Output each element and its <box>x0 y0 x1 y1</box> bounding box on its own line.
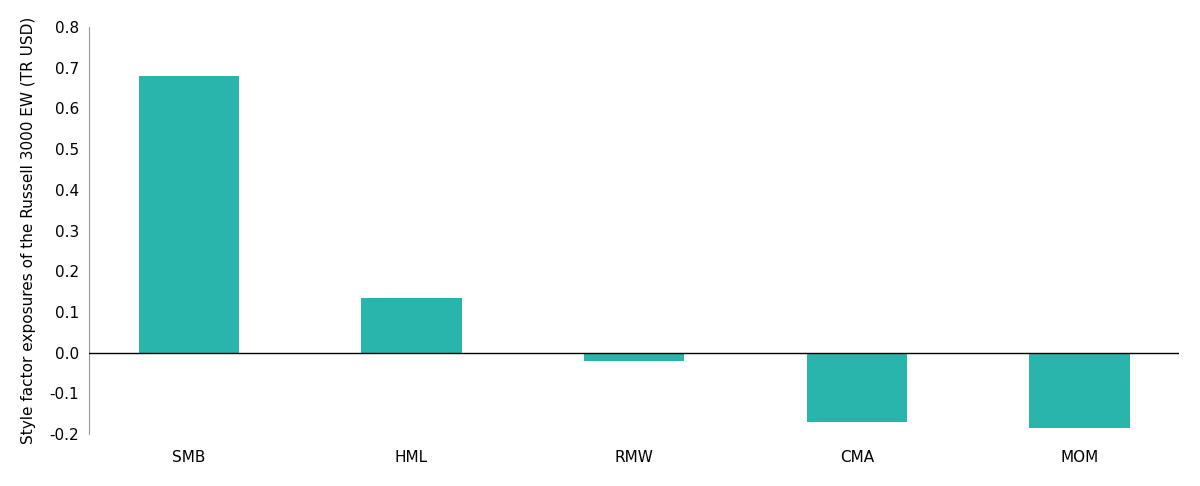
Bar <box>806 353 907 422</box>
Bar <box>1030 353 1129 428</box>
Bar <box>361 298 462 353</box>
Bar <box>139 76 239 353</box>
Y-axis label: Style factor exposures of the Russell 3000 EW (TR USD): Style factor exposures of the Russell 30… <box>20 17 36 444</box>
Bar <box>584 353 684 361</box>
